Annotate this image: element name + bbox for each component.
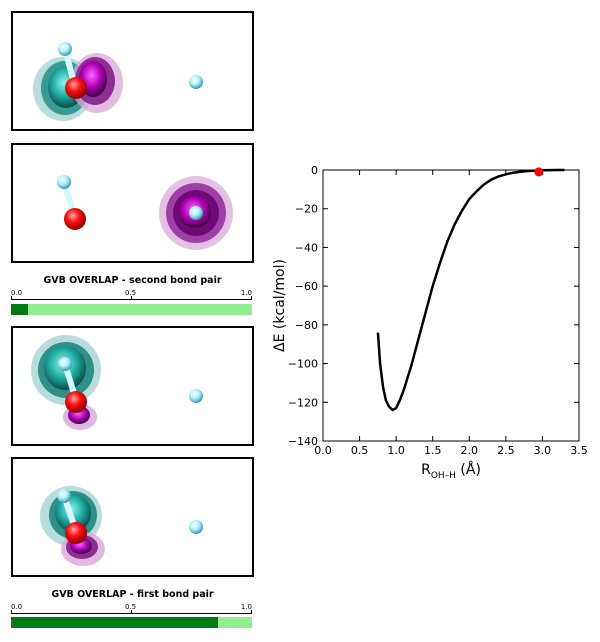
orbital-panel-second-pair-b [11,143,254,263]
orbital-panel-first-pair-b [11,457,254,577]
overlap-scale-second: 0.0 0.5 1.0 [11,289,252,301]
overlap-scale-first: 0.0 0.5 1.0 [11,603,252,615]
overlap-bar-second [11,304,252,315]
overlap-fill-first [11,617,219,628]
hydrogen-atom-free [189,520,203,534]
orbital-panel-second-pair-a [11,11,254,131]
hydrogen-atom-free [189,75,203,89]
scale-tick: 0.0 [11,289,23,297]
hydrogen-atom-free [189,206,203,220]
y-axis-label: ΔE (kcal/mol) [272,259,288,352]
scale-tick: 0.5 [125,289,137,297]
oxygen-atom [65,522,87,544]
y-tick-label: 0 [311,164,318,177]
scale-tick: 0.0 [11,603,23,611]
y-tick-label: −40 [295,241,318,254]
x-tick-label: 0.0 [314,444,332,457]
y-tick-label: −120 [288,396,318,409]
hydrogen-atom-free [189,389,203,403]
y-tick-label: −20 [295,203,318,216]
x-tick-label: 3.0 [534,444,552,457]
x-axis-label: ROH–H (Å) [421,461,481,481]
x-tick-label: 0.5 [351,444,369,457]
hydrogen-atom [58,42,72,56]
y-tick-label: −60 [295,280,318,293]
overlap-title-first: GVB OVERLAP - first bond pair [51,589,214,600]
oxygen-atom [64,208,86,230]
orbital-view [31,335,203,430]
scale-tick: 1.0 [240,603,252,611]
x-tick-label: 3.5 [570,444,588,457]
plot-frame [322,169,580,442]
orbital-view [40,486,203,566]
overlap-title-second: GVB OVERLAP - second bond pair [43,275,222,286]
y-tick-label: −140 [288,435,318,448]
x-tick-label: 1.5 [424,444,442,457]
x-tick-label: 2.0 [461,444,479,457]
x-tick-label: 2.5 [497,444,515,457]
scale-tick: 1.0 [240,289,252,297]
oxygen-atom [65,391,87,413]
energy-curve-line [376,168,565,412]
orbital-view [33,42,203,121]
overlap-fill-second [11,304,28,315]
oxygen-atom [65,77,87,99]
hydrogen-atom [58,357,72,371]
y-tick-label: −100 [288,358,318,371]
energy-curve-chart: 0.0 0.5 1.0 1.5 2.0 2.5 3.0 3.5 0 −20 −40 −60 −80 −10… [272,164,588,481]
hydrogen-atom [57,489,71,503]
hydrogen-atom [57,175,71,189]
scale-tick: 0.5 [125,603,137,611]
y-tick-label: −80 [295,319,318,332]
current-distance-marker [534,167,544,177]
orbital-panel-first-pair-a [11,326,254,446]
overlap-bar-first [11,617,252,628]
x-tick-label: 1.0 [387,444,405,457]
orbital-view [57,175,233,250]
